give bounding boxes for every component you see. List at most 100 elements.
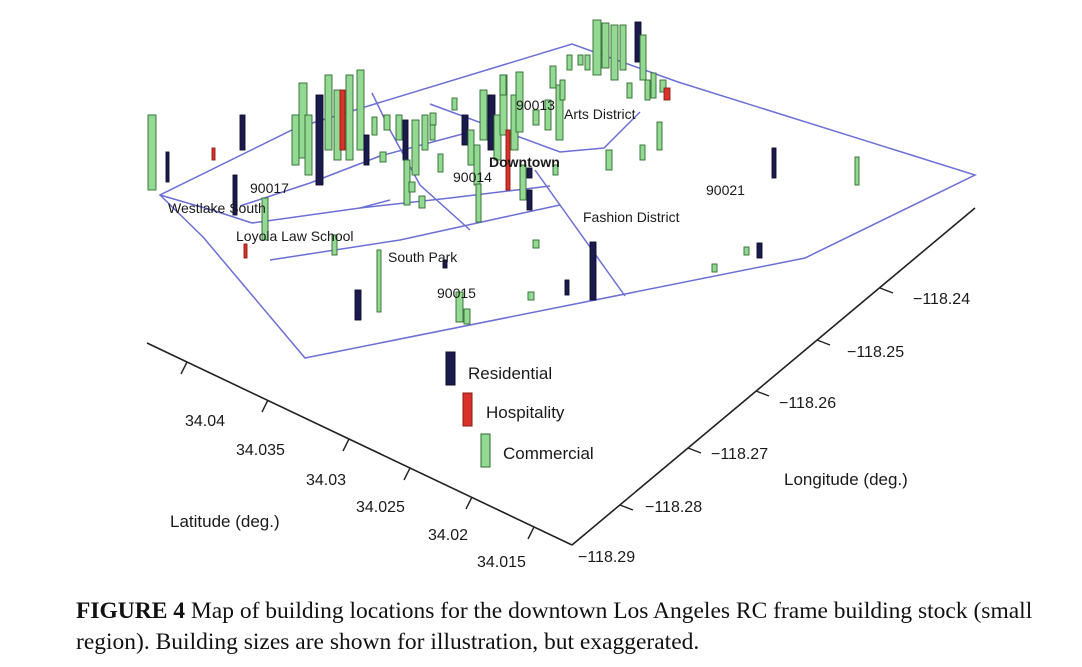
residential-building-bar xyxy=(771,147,777,179)
figure-caption-text: Map of building locations for the downto… xyxy=(76,598,1033,655)
commercial-building-bar xyxy=(475,183,482,223)
commercial-building-bar xyxy=(605,149,613,171)
commercial-building-bar xyxy=(147,114,157,191)
building-bars xyxy=(147,19,860,325)
building-map-chart: 34.04 34.035 34.03 34.025 34.02 34.015 L… xyxy=(146,19,978,571)
commercial-building-bar xyxy=(532,109,540,126)
commercial-building-bar xyxy=(552,164,559,176)
boundary-line xyxy=(534,169,626,297)
commercial-building-bar xyxy=(383,114,391,131)
commercial-building-bar xyxy=(519,164,527,201)
region-label-90017: 90017 xyxy=(250,180,289,196)
lat-tick-label: 34.015 xyxy=(477,554,526,571)
lon-tick-label: −118.29 xyxy=(578,549,635,566)
commercial-building-bar xyxy=(743,246,750,256)
commercial-building-bar xyxy=(331,234,338,256)
commercial-building-bar xyxy=(493,114,502,161)
commercial-building-bar xyxy=(304,114,313,176)
commercial-building-bar xyxy=(659,79,667,93)
figure-caption: FIGURE 4 Map of building locations for t… xyxy=(76,596,1066,658)
commercial-building-bar xyxy=(656,121,663,151)
residential-building-bar xyxy=(589,241,597,301)
commercial-building-bar xyxy=(429,112,437,126)
commercial-building-bar xyxy=(584,54,591,71)
commercial-building-bar xyxy=(619,24,627,71)
commercial-building-bar xyxy=(650,72,657,99)
residential-building-bar xyxy=(239,114,246,151)
region-label-downtown: Downtown xyxy=(489,154,560,170)
commercial-building-bar xyxy=(395,114,403,141)
commercial-building-bar xyxy=(356,69,365,151)
commercial-building-bar xyxy=(527,291,535,301)
lat-tick-label: 34.03 xyxy=(306,472,346,489)
lat-tick-label: 34.025 xyxy=(356,499,405,516)
commercial-building-bar xyxy=(345,74,354,161)
legend-swatch-residential xyxy=(445,351,456,386)
figure-label: FIGURE 4 xyxy=(76,598,186,624)
commercial-building-bar xyxy=(711,263,718,273)
commercial-building-bar xyxy=(515,71,524,133)
residential-building-bar xyxy=(232,174,238,216)
residential-building-bar xyxy=(442,259,448,269)
commercial-building-bar xyxy=(592,19,602,76)
boundary-line xyxy=(359,199,391,209)
legend: Residential Hospitality Commercial xyxy=(445,351,594,468)
commercial-building-bar xyxy=(555,84,564,141)
commercial-building-bar xyxy=(261,197,269,241)
region-labels: Westlake South 90017 Loyola Law School S… xyxy=(168,97,745,301)
lat-tick-label: 34.02 xyxy=(428,527,468,544)
region-label-90021: 90021 xyxy=(706,182,745,198)
commercial-building-bar xyxy=(418,195,426,209)
residential-building-bar xyxy=(354,289,362,321)
outer-boundary xyxy=(158,43,978,359)
residential-building-bar xyxy=(756,242,763,259)
residential-building-bar xyxy=(526,167,533,179)
residential-building-bar xyxy=(526,189,533,211)
commercial-building-bar xyxy=(644,79,651,101)
residential-building-bar xyxy=(315,94,324,186)
lon-tick-label: −118.27 xyxy=(711,446,768,463)
commercial-building-bar xyxy=(544,99,552,131)
legend-label-residential: Residential xyxy=(468,364,552,383)
commercial-building-bar xyxy=(559,79,566,101)
legend-label-hospitality: Hospitality xyxy=(486,403,565,422)
commercial-building-bar xyxy=(324,74,333,151)
lon-tick-label: −118.26 xyxy=(779,395,836,412)
region-label-loyola: Loyola Law School xyxy=(236,228,354,244)
commercial-building-bar xyxy=(854,156,860,186)
commercial-building-bar xyxy=(610,24,619,81)
commercial-building-bar xyxy=(379,151,387,163)
region-label-south-park: South Park xyxy=(388,249,458,265)
commercial-building-bar xyxy=(601,22,610,69)
region-label-arts-district: Arts District xyxy=(564,106,636,122)
region-label-90015: 90015 xyxy=(437,285,476,301)
commercial-building-bar xyxy=(549,65,557,89)
commercial-building-bar xyxy=(639,34,647,81)
commercial-building-bar xyxy=(566,54,573,71)
latitude-axis: 34.04 34.035 34.03 34.025 34.02 34.015 L… xyxy=(146,342,573,571)
commercial-building-bar xyxy=(451,97,458,111)
legend-swatch-commercial xyxy=(480,433,491,468)
boundary-line xyxy=(159,194,253,224)
commercial-building-bar xyxy=(291,114,300,166)
lon-tick-label: −118.25 xyxy=(847,344,904,361)
commercial-building-bar xyxy=(437,153,444,173)
region-label-fashion-district: Fashion District xyxy=(583,209,680,225)
commercial-building-bar xyxy=(421,114,429,151)
commercial-building-bar xyxy=(411,119,420,176)
latitude-axis-label: Latitude (deg.) xyxy=(170,512,280,531)
commercial-building-bar xyxy=(532,239,540,249)
hospitality-building-bar xyxy=(211,147,216,161)
commercial-building-bar xyxy=(499,74,507,96)
commercial-building-bar xyxy=(639,144,646,161)
residential-building-bar xyxy=(165,151,170,183)
lon-tick-label: −118.24 xyxy=(913,291,970,308)
lon-tick-label: −118.28 xyxy=(645,499,702,516)
hospitality-building-bar xyxy=(339,89,346,151)
commercial-building-bar xyxy=(371,116,378,136)
commercial-building-bar xyxy=(408,181,416,193)
lat-tick-label: 34.035 xyxy=(236,442,285,459)
legend-label-commercial: Commercial xyxy=(503,444,594,463)
legend-swatch-hospitality xyxy=(462,392,473,427)
hospitality-building-bar xyxy=(663,87,671,101)
